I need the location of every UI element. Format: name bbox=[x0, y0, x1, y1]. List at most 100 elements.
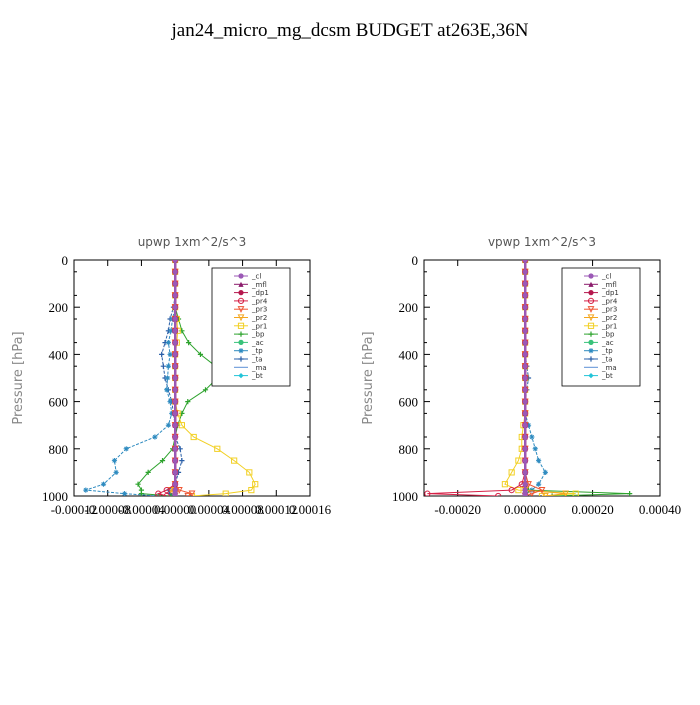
data-point bbox=[155, 490, 162, 496]
data-point bbox=[522, 422, 528, 428]
legend-marker bbox=[588, 348, 594, 354]
data-point bbox=[138, 491, 145, 496]
legend-marker bbox=[587, 297, 595, 304]
x-tick-label: -0.00012 bbox=[51, 502, 98, 517]
legend-marker bbox=[588, 281, 594, 287]
legend-entry: _dp1 bbox=[234, 289, 269, 297]
figure-title: jan24_micro_mg_dcsm BUDGET at263E,36N bbox=[171, 20, 529, 41]
data-point bbox=[172, 340, 178, 346]
legend-label: _pr4 bbox=[251, 297, 268, 305]
y-tick-label: 400 bbox=[399, 347, 419, 362]
legend-label: _pr4 bbox=[601, 297, 618, 305]
data-point bbox=[246, 469, 253, 476]
x-tick-label: 0.00008 bbox=[221, 502, 263, 517]
data-point bbox=[536, 481, 542, 487]
legend-marker bbox=[238, 331, 244, 337]
legend-entry: _ta bbox=[234, 356, 263, 364]
data-point bbox=[231, 457, 238, 464]
legend-label: _pr3 bbox=[601, 306, 617, 314]
data-point bbox=[562, 490, 570, 496]
data-point bbox=[177, 446, 183, 452]
legend-marker bbox=[237, 314, 245, 322]
data-point bbox=[160, 363, 166, 369]
data-point bbox=[522, 269, 528, 275]
data-point bbox=[522, 481, 528, 487]
legend-entry: _bt bbox=[234, 372, 263, 380]
data-point bbox=[522, 410, 528, 416]
legend-entry: _mfl bbox=[584, 281, 617, 289]
data-point bbox=[172, 399, 178, 405]
legend-entry: _ma bbox=[234, 364, 267, 372]
legend-label: _cl bbox=[601, 273, 611, 281]
data-point bbox=[172, 328, 178, 334]
data-point bbox=[172, 281, 178, 287]
data-point bbox=[172, 269, 178, 275]
data-point bbox=[222, 490, 229, 496]
legend-label: _ta bbox=[601, 356, 613, 364]
data-point bbox=[178, 422, 185, 429]
y-tick-label: 400 bbox=[49, 347, 69, 362]
y-axis-label: Pressure [hPa] bbox=[11, 331, 26, 424]
data-point bbox=[536, 458, 542, 464]
data-point bbox=[522, 363, 528, 369]
data-point bbox=[165, 363, 171, 369]
series-line bbox=[524, 260, 566, 496]
legend-label: _pr3 bbox=[251, 306, 267, 314]
series-cl bbox=[522, 260, 528, 496]
legend-marker bbox=[588, 356, 594, 362]
data-point bbox=[186, 340, 192, 346]
legend-entry: _pr3 bbox=[234, 306, 267, 314]
chart-title: vpwp 1xm^2/s^3 bbox=[488, 235, 596, 249]
legend-marker bbox=[587, 306, 595, 313]
data-point bbox=[214, 445, 221, 452]
data-point bbox=[522, 316, 528, 322]
legend-label: _mfl bbox=[251, 281, 267, 289]
data-point bbox=[172, 260, 178, 263]
data-point bbox=[172, 469, 178, 475]
data-point bbox=[522, 469, 528, 475]
data-point bbox=[163, 492, 170, 496]
data-point bbox=[424, 490, 431, 496]
legend-marker bbox=[237, 306, 245, 313]
data-point bbox=[172, 446, 178, 452]
data-point bbox=[522, 493, 528, 496]
data-point bbox=[202, 387, 209, 393]
data-point bbox=[515, 457, 522, 464]
legend-entry: _bp bbox=[234, 331, 265, 339]
data-point bbox=[172, 410, 178, 416]
legend-label: _dp1 bbox=[251, 289, 269, 297]
data-point bbox=[549, 493, 555, 496]
legend-marker bbox=[587, 322, 595, 329]
legend-marker bbox=[238, 348, 244, 354]
legend-label: _ta bbox=[251, 356, 263, 364]
data-point bbox=[538, 487, 546, 494]
y-axis-label: Pressure [hPa] bbox=[361, 331, 376, 424]
legend-entry: _ac bbox=[584, 339, 614, 347]
y-tick-label: 0 bbox=[62, 253, 69, 268]
legend-label: _pr1 bbox=[251, 322, 267, 330]
data-point bbox=[522, 328, 528, 334]
data-point bbox=[152, 434, 158, 440]
data-point bbox=[522, 340, 528, 346]
y-tick-label: 600 bbox=[49, 395, 69, 410]
data-point bbox=[522, 434, 528, 440]
legend: _cl_mfl_dp1_pr4_pr3_pr2_pr1_bp_ac_tp_ta_… bbox=[211, 267, 291, 387]
legend-entry: _bp bbox=[584, 331, 615, 339]
y-tick-label: 1000 bbox=[42, 489, 68, 504]
series-line bbox=[427, 260, 526, 496]
data-point bbox=[172, 351, 178, 357]
legend-box bbox=[561, 267, 641, 387]
legend-entry: _cl bbox=[584, 273, 611, 281]
legend-entry: _tp bbox=[584, 347, 613, 355]
data-point bbox=[145, 469, 151, 475]
x-tick-label: -0.00004 bbox=[118, 502, 165, 517]
legend-entry: _ac bbox=[234, 339, 264, 347]
legend-label: _bt bbox=[251, 372, 263, 380]
data-point bbox=[113, 469, 119, 475]
legend-entry: _dp1 bbox=[584, 289, 619, 297]
data-point bbox=[522, 458, 528, 464]
data-point bbox=[515, 487, 522, 494]
legend-marker bbox=[587, 314, 595, 322]
data-point bbox=[522, 304, 528, 310]
